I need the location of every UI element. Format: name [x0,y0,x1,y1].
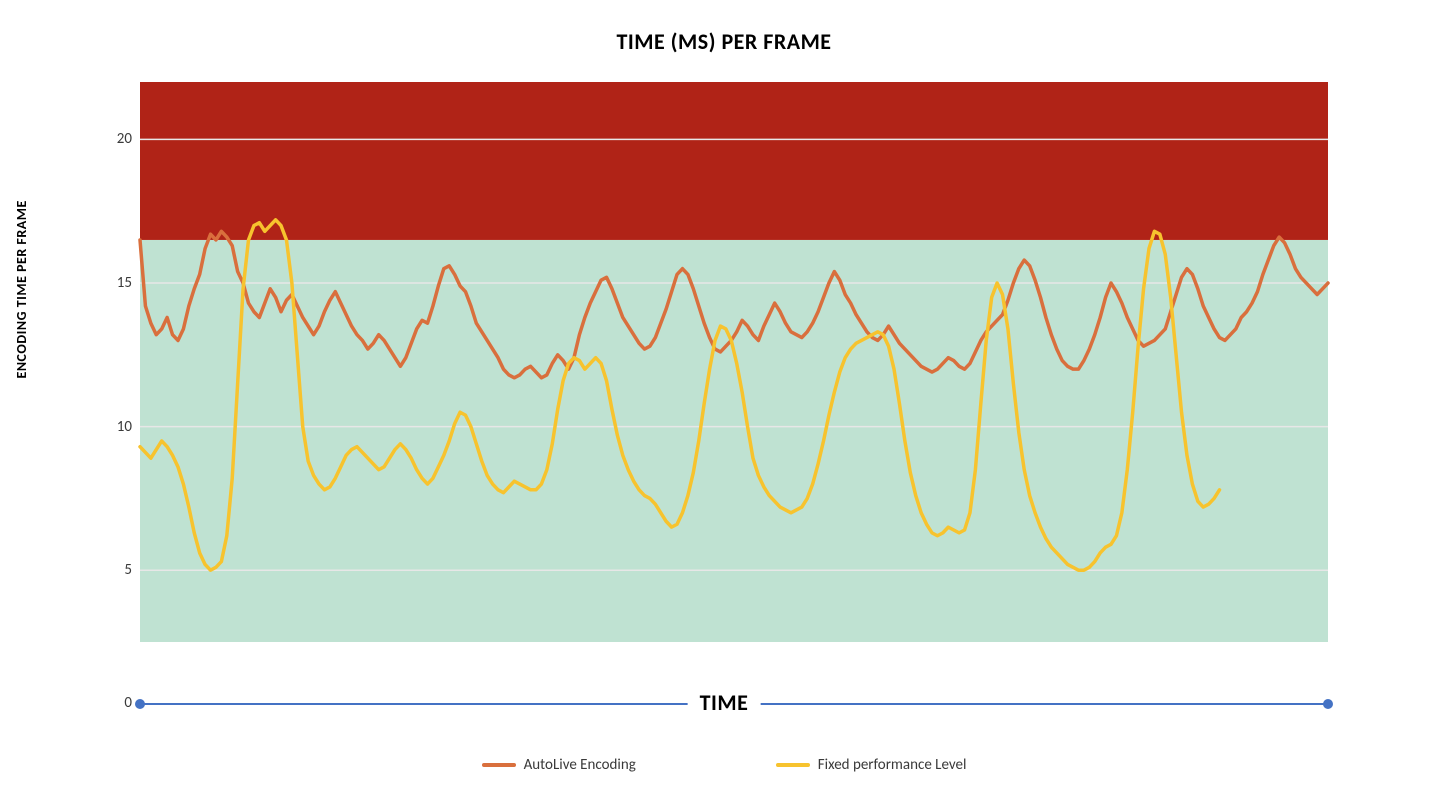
legend-swatch [482,763,516,767]
y-tick-label: 15 [92,274,132,292]
legend-item: Fixed performance Level [776,756,967,774]
y-tick-label: 5 [92,561,132,579]
legend: AutoLive Encoding Fixed performance Level [0,756,1448,774]
chart-container: TIME (MS) PER FRAME ENCODING TIME PER FR… [0,0,1448,802]
plot-area [140,82,1328,642]
y-tick-label: 20 [92,130,132,148]
y-axis-label: ENCODING TIME PER FRAME [13,200,30,378]
plot-svg [140,82,1328,642]
x-axis-dot-left [135,699,145,709]
legend-label: AutoLive Encoding [524,756,636,774]
band [140,82,1328,240]
y-tick-zero: 0 [112,694,132,712]
y-tick-label: 10 [92,418,132,436]
chart-title: TIME (MS) PER FRAME [0,0,1448,55]
bands-group [140,82,1328,642]
legend-swatch [776,763,810,767]
band [140,240,1328,642]
legend-item: AutoLive Encoding [482,756,636,774]
x-axis-dot-right [1323,699,1333,709]
x-axis-label: TIME [688,689,761,716]
legend-label: Fixed performance Level [818,756,967,774]
